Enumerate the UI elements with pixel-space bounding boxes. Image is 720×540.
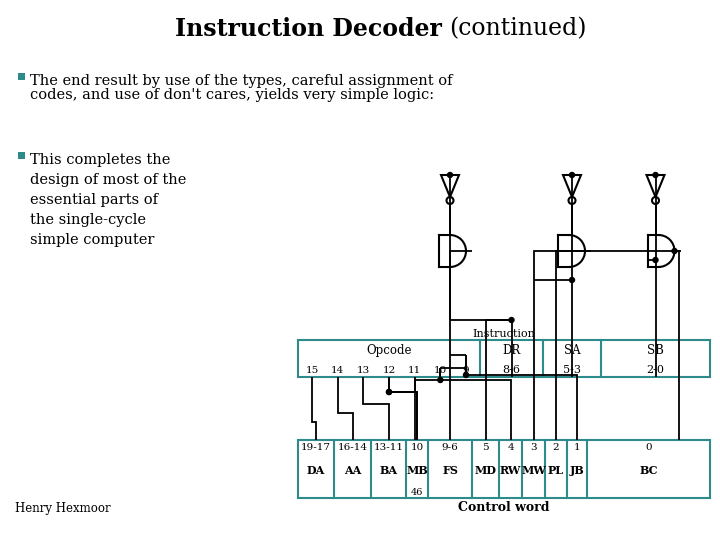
Text: 0: 0 [645, 443, 652, 452]
Text: The end result by use of the types, careful assignment of: The end result by use of the types, care… [30, 74, 452, 88]
Text: Instruction Decoder: Instruction Decoder [175, 17, 442, 41]
Text: 11: 11 [408, 366, 421, 375]
Circle shape [570, 172, 575, 178]
Text: 4: 4 [507, 443, 514, 452]
Bar [18, 72, 25, 79]
Text: 9-6: 9-6 [441, 443, 459, 452]
Text: Instruction: Instruction [472, 329, 536, 339]
Text: 1: 1 [574, 443, 580, 452]
Text: This completes the
design of most of the
essential parts of
the single-cycle
sim: This completes the design of most of the… [30, 153, 186, 247]
Text: BA: BA [379, 465, 397, 476]
Text: SB: SB [647, 344, 664, 357]
Circle shape [446, 197, 454, 204]
Text: 9: 9 [463, 366, 469, 375]
Bar [298, 340, 710, 377]
Text: 3: 3 [530, 443, 537, 452]
Text: 12: 12 [382, 366, 395, 375]
Circle shape [569, 197, 575, 204]
Circle shape [672, 248, 677, 253]
Text: 46: 46 [411, 488, 423, 497]
Text: 13: 13 [356, 366, 370, 375]
Text: JB: JB [570, 465, 585, 476]
Text: PL: PL [548, 465, 564, 476]
Text: 8-6: 8-6 [503, 365, 521, 375]
Circle shape [387, 389, 392, 395]
Text: MD: MD [474, 465, 497, 476]
Circle shape [570, 278, 575, 282]
Text: Henry Hexmoor: Henry Hexmoor [15, 502, 111, 515]
Text: 2: 2 [553, 443, 559, 452]
Circle shape [438, 377, 443, 382]
Text: 10: 10 [410, 443, 423, 452]
Circle shape [464, 373, 469, 377]
Text: 14: 14 [331, 366, 344, 375]
Text: codes, and use of don't cares, yields very simple logic:: codes, and use of don't cares, yields ve… [30, 88, 434, 102]
Text: BC: BC [639, 465, 658, 476]
Text: 15: 15 [305, 366, 319, 375]
Text: MW: MW [521, 465, 546, 476]
Text: AA: AA [344, 465, 361, 476]
Text: Opcode: Opcode [366, 344, 412, 357]
Text: SA: SA [564, 344, 580, 357]
Text: 10: 10 [433, 366, 447, 375]
Text: 16-14: 16-14 [338, 443, 367, 452]
Text: Control word: Control word [458, 501, 550, 514]
Bar [18, 152, 25, 159]
Text: MB: MB [406, 465, 428, 476]
Text: 19-17: 19-17 [301, 443, 331, 452]
Circle shape [448, 172, 452, 178]
Text: 13-11: 13-11 [374, 443, 403, 452]
Circle shape [653, 258, 658, 262]
Text: (continued): (continued) [449, 17, 587, 40]
Text: RW: RW [500, 465, 521, 476]
Circle shape [387, 389, 392, 395]
Text: DA: DA [307, 465, 325, 476]
Text: DR: DR [503, 344, 521, 357]
Text: FS: FS [442, 465, 458, 476]
Circle shape [509, 318, 514, 322]
Text: 2-0: 2-0 [647, 365, 665, 375]
Bar [298, 440, 710, 498]
Text: 5: 5 [482, 443, 489, 452]
Text: 5-3: 5-3 [563, 365, 581, 375]
Circle shape [652, 197, 659, 204]
Circle shape [653, 172, 658, 178]
